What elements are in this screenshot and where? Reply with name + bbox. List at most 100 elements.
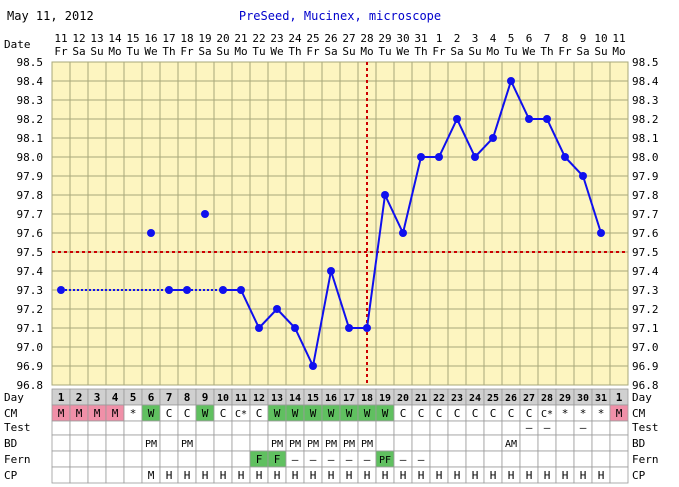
- row-label-right-cp: CP: [632, 469, 646, 482]
- row-cell-test: [447, 420, 467, 436]
- row-cell-test: [429, 420, 449, 436]
- row-value-cp: H: [472, 469, 479, 482]
- row-cell-fern: [231, 450, 251, 468]
- date-number: 4: [490, 32, 497, 45]
- row-value-cm: W: [292, 407, 299, 420]
- row-cell-fern: [69, 450, 89, 468]
- y-tick-label-right: 98.3: [632, 94, 659, 107]
- date-number: 14: [108, 32, 122, 45]
- row-value-fern: —: [400, 453, 407, 466]
- date-number: 21: [234, 32, 247, 45]
- row-cell-test: [195, 420, 215, 436]
- row-value-day: 9: [202, 391, 209, 404]
- y-tick-label-right: 97.3: [632, 284, 659, 297]
- row-value-cm: W: [274, 407, 281, 420]
- row-value-cm: C: [166, 407, 173, 420]
- row-value-day: 31: [595, 393, 607, 404]
- y-tick-label-left: 97.8: [17, 189, 44, 202]
- row-cell-test: [375, 420, 395, 436]
- row-value-cp: H: [418, 469, 425, 482]
- date-number: 30: [396, 32, 409, 45]
- row-value-fern: F: [256, 453, 263, 466]
- date-weekday: Tu: [252, 45, 265, 58]
- row-value-cm: W: [346, 407, 353, 420]
- row-value-day: 14: [289, 393, 301, 404]
- row-value-fern: PF: [379, 455, 391, 466]
- row-value-day: 1: [58, 391, 65, 404]
- row-cell-fern: [141, 450, 161, 468]
- row-cell-bd: [375, 434, 395, 452]
- date-number: 17: [162, 32, 175, 45]
- temperature-point: [183, 286, 191, 294]
- row-cell-test: [609, 420, 629, 436]
- row-value-fern: —: [310, 453, 317, 466]
- row-cell-fern: [159, 450, 179, 468]
- row-value-day: 23: [451, 393, 463, 404]
- temperature-point: [399, 229, 407, 237]
- row-value-day: 4: [112, 391, 119, 404]
- row-value-day: 2: [76, 391, 83, 404]
- row-cell-cp: [609, 466, 629, 484]
- row-cell-bd: [51, 434, 71, 452]
- row-label-right-bd: BD: [632, 437, 645, 450]
- date-weekday: Fr: [432, 45, 446, 58]
- y-tick-label-left: 96.8: [17, 379, 44, 392]
- row-value-cm: C: [508, 407, 515, 420]
- row-value-cm: C: [436, 407, 443, 420]
- date-weekday: Tu: [504, 45, 517, 58]
- row-cell-bd: [591, 434, 611, 452]
- date-weekday: Mo: [360, 45, 373, 58]
- row-value-cp: H: [436, 469, 443, 482]
- date-weekday: Fr: [306, 45, 320, 58]
- row-value-cp: H: [454, 469, 461, 482]
- row-value-cm: W: [328, 407, 335, 420]
- row-value-day: 3: [94, 391, 101, 404]
- temperature-point: [525, 115, 533, 123]
- row-value-day: 7: [166, 391, 173, 404]
- y-tick-label-right: 96.9: [632, 360, 659, 373]
- row-value-cp: H: [382, 469, 389, 482]
- y-tick-label-right: 97.7: [632, 208, 659, 221]
- row-value-cp: H: [526, 469, 533, 482]
- row-cell-bd: [87, 434, 107, 452]
- row-cell-fern: [429, 450, 449, 468]
- row-label-bd: BD: [4, 437, 17, 450]
- date-number: 24: [288, 32, 302, 45]
- row-cell-fern: [501, 450, 521, 468]
- row-value-cp: M: [148, 469, 155, 482]
- row-value-cm: *: [562, 407, 569, 420]
- row-cell-fern: [519, 450, 539, 468]
- row-cell-test: [249, 420, 269, 436]
- date-weekday: Mo: [108, 45, 121, 58]
- date-weekday: Tu: [378, 45, 391, 58]
- row-value-bd: AM: [505, 439, 517, 450]
- row-cell-test: [123, 420, 143, 436]
- y-tick-label-right: 98.0: [632, 151, 659, 164]
- row-cell-fern: [123, 450, 143, 468]
- date-number: 27: [342, 32, 355, 45]
- row-value-cm: *: [130, 407, 137, 420]
- row-value-cm: C: [490, 407, 497, 420]
- temperature-point: [273, 305, 281, 313]
- date-weekday: Mo: [234, 45, 247, 58]
- row-value-cp: H: [220, 469, 227, 482]
- date-weekday: Sa: [576, 45, 589, 58]
- row-cell-test: [231, 420, 251, 436]
- row-value-bd: PM: [289, 439, 301, 450]
- temperature-point: [219, 286, 227, 294]
- row-cell-test: [141, 420, 161, 436]
- row-cell-cp: [105, 466, 125, 484]
- row-cell-test: [393, 420, 413, 436]
- y-tick-label-right: 98.1: [632, 132, 659, 145]
- y-tick-label-left: 98.4: [17, 75, 44, 88]
- date-weekday: Tu: [126, 45, 139, 58]
- row-value-cp: H: [166, 469, 173, 482]
- date-weekday: Mo: [486, 45, 499, 58]
- row-value-cp: H: [184, 469, 191, 482]
- date-number: 11: [54, 32, 67, 45]
- temperature-point: [237, 286, 245, 294]
- temperature-point: [381, 191, 389, 199]
- date-number: 31: [414, 32, 427, 45]
